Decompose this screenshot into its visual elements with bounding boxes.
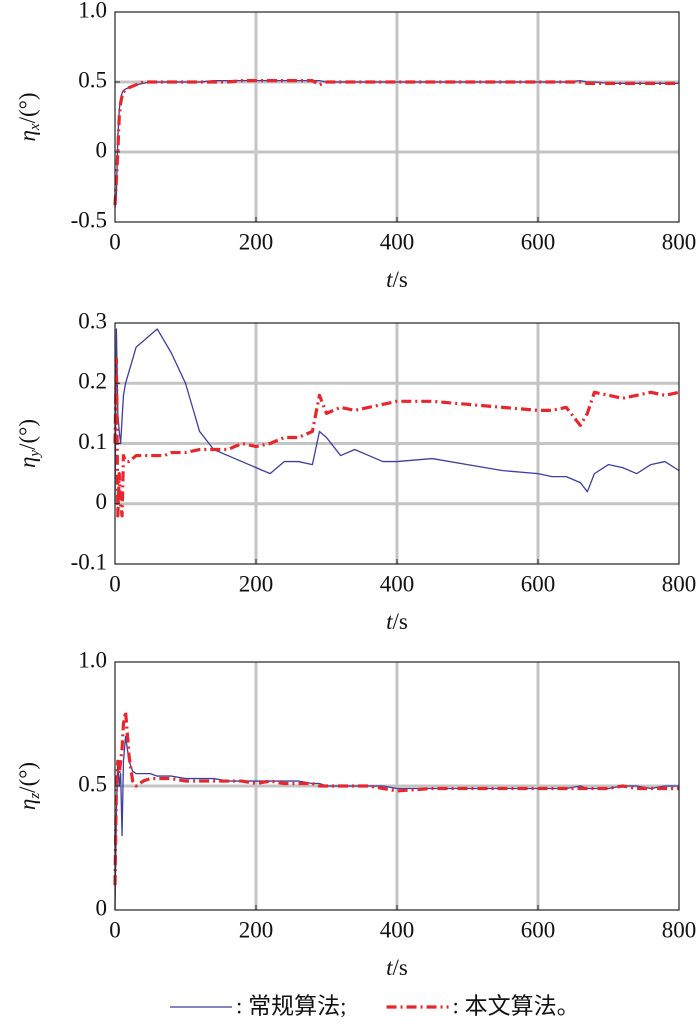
y-label-subscript: x <box>27 123 43 131</box>
x-tick-label: 200 <box>239 571 274 596</box>
x-label-unit: /s <box>393 267 408 292</box>
y-tick-label: 0.1 <box>78 429 107 454</box>
y-tick-label: 0.2 <box>78 369 107 394</box>
x-axis-label: t/s <box>386 609 408 634</box>
x-tick-label: 200 <box>239 229 274 254</box>
y-tick-label: -0.5 <box>71 207 107 232</box>
x-tick-label: 400 <box>380 917 415 942</box>
data-line <box>113 79 679 206</box>
x-tick-label: 0 <box>109 571 121 596</box>
x-label-var: t <box>386 267 393 292</box>
data-line <box>113 357 680 518</box>
y-tick-label: 1.0 <box>78 647 107 672</box>
legend-label: : 常规算法; <box>236 993 347 1018</box>
x-tick-label: 0 <box>109 917 121 942</box>
x-tick-label: 400 <box>380 571 415 596</box>
x-tick-label: 200 <box>239 917 274 942</box>
x-label-var: t <box>386 609 393 634</box>
y-label-subscript: y <box>27 450 43 459</box>
x-tick-label: 600 <box>521 571 556 596</box>
x-tick-label: 800 <box>662 571 697 596</box>
y-label-unit: /(°) <box>15 762 40 793</box>
x-label-var: t <box>386 955 393 980</box>
x-tick-label: 600 <box>521 917 556 942</box>
y-label-symbol: η <box>15 130 40 141</box>
y-label-unit: /(°) <box>15 93 40 124</box>
x-tick-label: 600 <box>521 229 556 254</box>
y-axis-label: ηx/(°) <box>15 93 43 142</box>
y-tick-label: 1.0 <box>78 0 107 22</box>
y-tick-label: 0.3 <box>78 308 107 333</box>
y-tick-label: -0.1 <box>71 549 107 574</box>
x-tick-label: 800 <box>662 917 697 942</box>
x-label-unit: /s <box>393 955 408 980</box>
y-axis-label: ηy/(°) <box>15 419 43 468</box>
y-tick-label: 0 <box>96 895 108 920</box>
x-axis-label: t/s <box>386 955 408 980</box>
y-tick-label: 0 <box>96 137 108 162</box>
y-label-unit: /(°) <box>15 419 40 450</box>
y-axis-label: ηz/(°) <box>15 762 43 810</box>
y-label-symbol: η <box>15 457 40 468</box>
data-line <box>113 710 679 886</box>
x-tick-label: 0 <box>109 229 121 254</box>
y-label-symbol: η <box>15 799 40 810</box>
y-tick-label: 0 <box>96 489 108 514</box>
data-line <box>114 328 680 504</box>
x-axis-label: t/s <box>386 267 408 292</box>
y-tick-label: 0.5 <box>78 67 107 92</box>
x-label-unit: /s <box>393 609 408 634</box>
x-tick-label: 800 <box>662 229 697 254</box>
legend-label: : 本文算法。 <box>453 993 580 1018</box>
x-tick-label: 400 <box>380 229 415 254</box>
y-label-subscript: z <box>27 793 43 800</box>
y-tick-label: 0.5 <box>78 771 107 796</box>
